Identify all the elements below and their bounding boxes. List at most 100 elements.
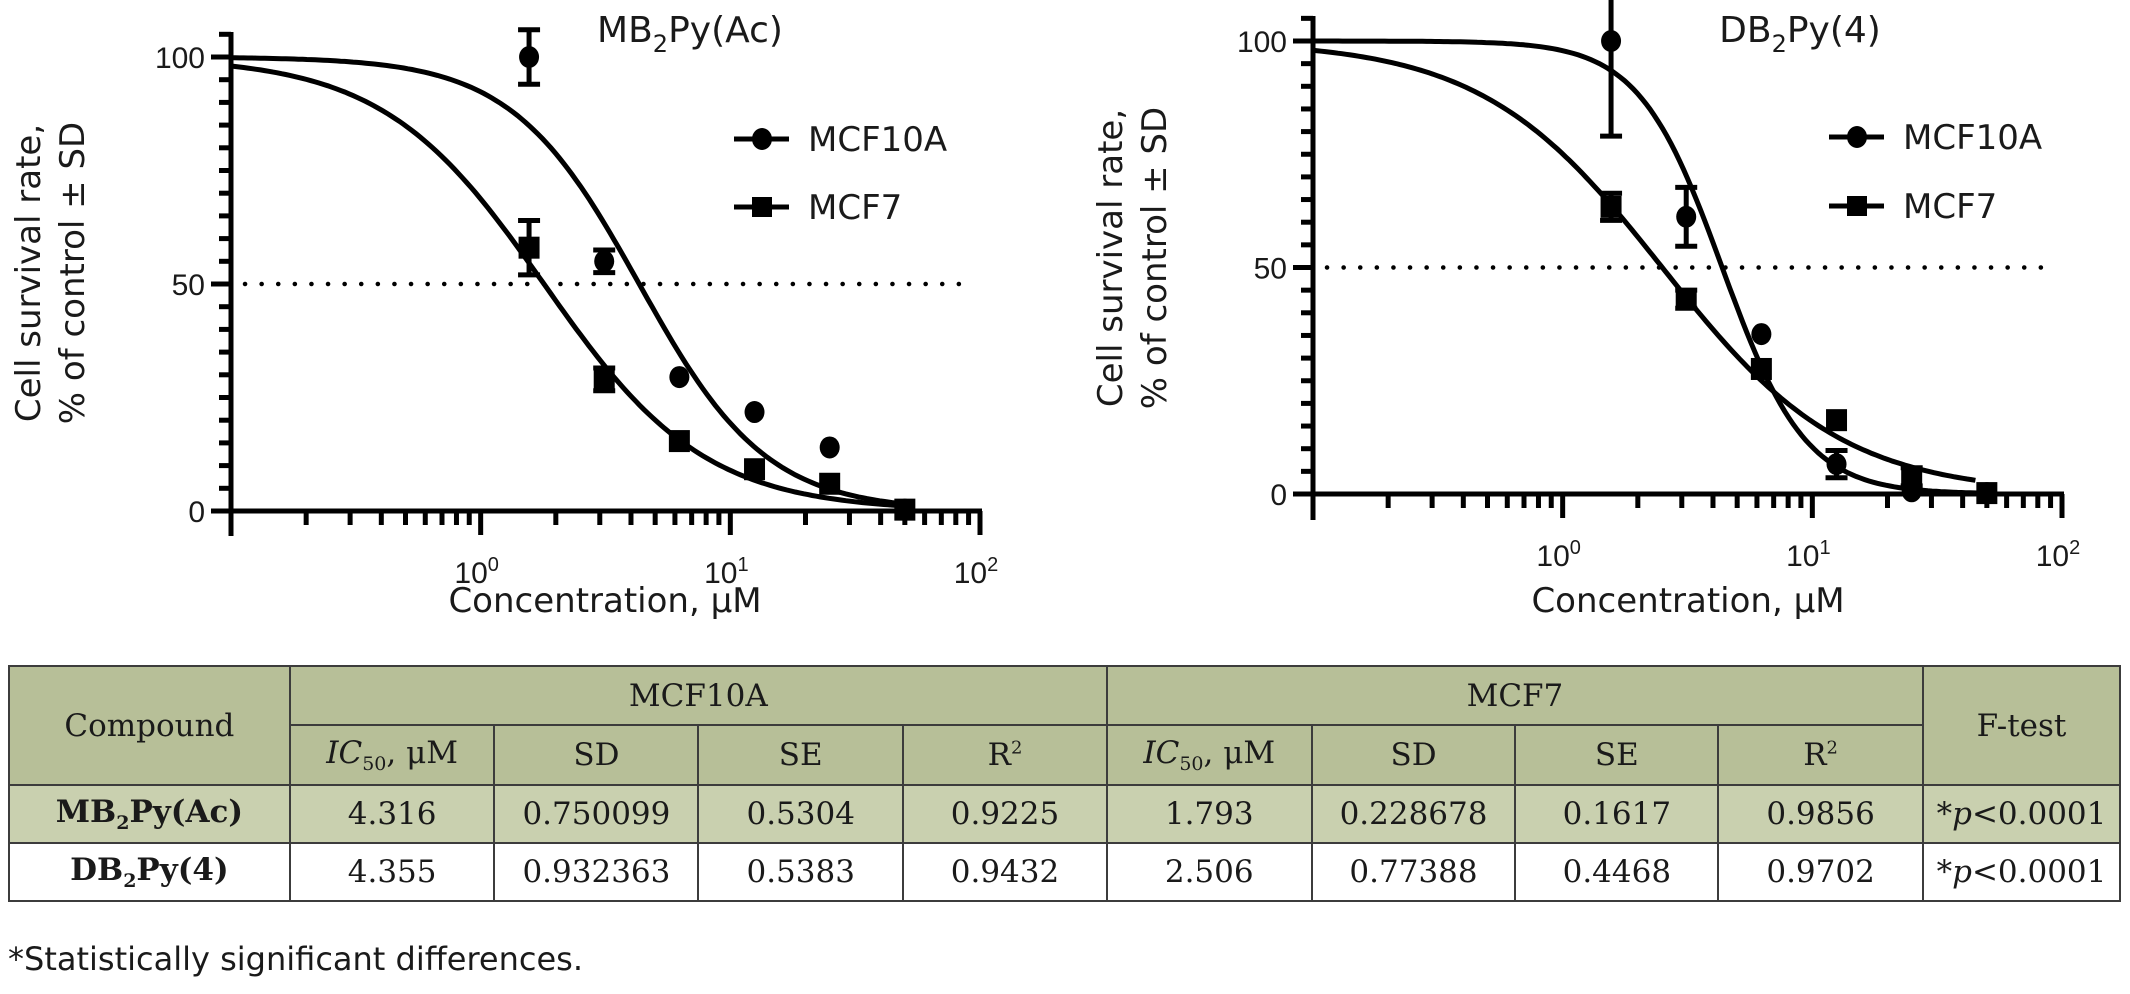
mcf10a-r2: 0.9225 (902, 784, 1108, 844)
circle-marker-icon (1847, 126, 1867, 148)
mcf7-sd: 0.228678 (1310, 784, 1517, 844)
ic50-label: IC (1143, 734, 1180, 771)
footnote: *Statistically significant differences. (8, 940, 583, 978)
data-point-mcf10a (669, 366, 690, 389)
square-marker-icon (1847, 196, 1867, 216)
header-ftest: F-test (1921, 665, 2122, 786)
x-tick-label: 102 (954, 554, 999, 590)
data-point-mcf7 (1750, 357, 1772, 380)
ftest-value: *p<0.0001 (1921, 842, 2122, 902)
x-tick-label: 101 (1786, 537, 1831, 573)
data-point-mcf10a (1601, 30, 1622, 52)
ic50-unit: , μM (386, 734, 458, 771)
mcf7-ic50: 2.506 (1105, 842, 1313, 902)
data-point-mcf10a (1826, 453, 1847, 476)
fit-curve-mcf7 (230, 63, 905, 509)
chart-db2py-4: DB2Py(4) Cell survival rate, % of contro… (1091, 0, 2081, 621)
chart-title: DB2Py(4) (1719, 10, 1881, 58)
mcf10a-sd: 0.932363 (493, 842, 700, 902)
y-axis-label-line2: % of control ± SD (53, 122, 93, 424)
mcf10a-sd: 0.750099 (493, 784, 700, 844)
table-header-row-groups: Compound MCF10A MCF7 F-test (8, 665, 2122, 786)
data-point-mcf7 (668, 430, 690, 453)
ic50-subscript: 50 (362, 753, 387, 776)
y-axis-label-line1: Cell survival rate, (9, 124, 49, 422)
chart-mb2py-ac: MB2Py(Ac) Cell survival rate, % of contr… (9, 10, 999, 621)
x-tick-label: 102 (2036, 537, 2081, 573)
legend-item-mcf10a: MCF10A (1829, 118, 2042, 158)
legend-item-mcf7: MCF7 (734, 188, 902, 228)
header-se: SE (697, 724, 905, 786)
data-point-mcf10a (819, 436, 840, 459)
table-header-row-metrics: IC50, μM SD SE R2 IC50, μM SD SE R2 (9, 724, 2120, 786)
data-point-mcf7 (819, 472, 841, 495)
table-row: MB2Py(Ac) 4.316 0.750099 0.5304 0.9225 1… (8, 784, 2122, 844)
header-sd: SD (493, 724, 700, 786)
data-point-mcf7 (593, 368, 615, 391)
x-tick-label: 100 (454, 554, 499, 590)
header-se: SE (1514, 724, 1720, 786)
data-point-mcf10a (519, 46, 540, 68)
data-point-mcf7 (1600, 195, 1622, 218)
header-r2: R2 (1717, 724, 1924, 786)
header-group-mcf7: MCF7 (1105, 665, 1924, 726)
mcf7-se: 0.1617 (1514, 784, 1720, 844)
legend-label: MCF7 (1903, 187, 1997, 227)
data-point-mcf10a (1751, 323, 1772, 346)
r2-label: R (987, 737, 1011, 773)
data-point-mcf7 (1675, 288, 1697, 311)
ic50-results-table: Compound MCF10A MCF7 F-test IC50, μM SD … (8, 665, 2122, 902)
chart-title: MB2Py(Ac) (597, 10, 783, 58)
fit-curve-mcf10a (231, 55, 906, 507)
ic50-subscript: 50 (1179, 753, 1204, 776)
mcf7-ic50: 1.793 (1105, 784, 1313, 844)
y-tick-label: 50 (1254, 253, 1287, 286)
circle-marker-icon (752, 128, 772, 150)
y-tick-label: 100 (155, 42, 205, 75)
x-axis-label: Concentration, μM (1531, 581, 1844, 621)
compound-name: MB2Py(Ac) (8, 784, 291, 844)
header-group-mcf10a: MCF10A (288, 665, 1108, 726)
data-point-mcf10a (1676, 205, 1697, 228)
data-point-mcf7 (1826, 409, 1848, 432)
square-marker-icon (752, 197, 772, 217)
legend-label: MCF10A (1903, 118, 2042, 158)
header-r2: R2 (902, 724, 1108, 786)
table-row: DB2Py(4) 4.355 0.932363 0.5383 0.9432 2.… (8, 842, 2122, 902)
r2-superscript: 2 (1010, 737, 1023, 759)
y-axis-label: Cell survival rate, % of control ± SD (1091, 107, 1175, 409)
x-tick-label: 101 (704, 554, 749, 590)
fit-curve-mcf7 (1312, 47, 1976, 483)
mcf7-sd: 0.77388 (1310, 842, 1517, 902)
y-tick-label: 0 (1270, 479, 1287, 512)
y-axis-label: Cell survival rate, % of control ± SD (9, 122, 93, 424)
x-tick-label: 100 (1536, 537, 1581, 573)
y-tick-label: 0 (188, 496, 205, 529)
ic50-label: IC (326, 734, 363, 771)
mcf10a-r2: 0.9432 (902, 842, 1108, 902)
header-sd: SD (1310, 724, 1517, 786)
legend-label: MCF10A (808, 120, 947, 160)
ftest-value: *p<0.0001 (1921, 784, 2122, 844)
compound-name: DB2Py(4) (8, 842, 291, 902)
mcf7-se: 0.4468 (1514, 842, 1720, 902)
y-axis-label-line1: Cell survival rate, (1091, 109, 1131, 407)
r2-superscript: 2 (1826, 737, 1838, 759)
x-axis-label: Concentration, μM (448, 581, 761, 621)
mcf10a-se: 0.5304 (697, 784, 905, 844)
data-point-mcf7 (518, 236, 540, 259)
y-tick-label: 100 (1237, 26, 1287, 59)
mcf10a-ic50: 4.355 (288, 842, 496, 902)
legend-label: MCF7 (808, 188, 902, 228)
data-point-mcf10a (594, 250, 615, 273)
mcf7-r2: 0.9856 (1717, 784, 1924, 844)
header-compound: Compound (8, 665, 291, 786)
y-axis-label-line2: % of control ± SD (1135, 107, 1175, 409)
mcf10a-ic50: 4.316 (288, 784, 496, 844)
r2-label: R (1803, 737, 1827, 773)
legend-item-mcf10a: MCF10A (734, 120, 947, 160)
data-point-mcf10a (744, 401, 765, 424)
data-point-mcf7 (1901, 465, 1923, 488)
mcf10a-se: 0.5383 (697, 842, 905, 902)
legend-item-mcf7: MCF7 (1829, 187, 1997, 227)
